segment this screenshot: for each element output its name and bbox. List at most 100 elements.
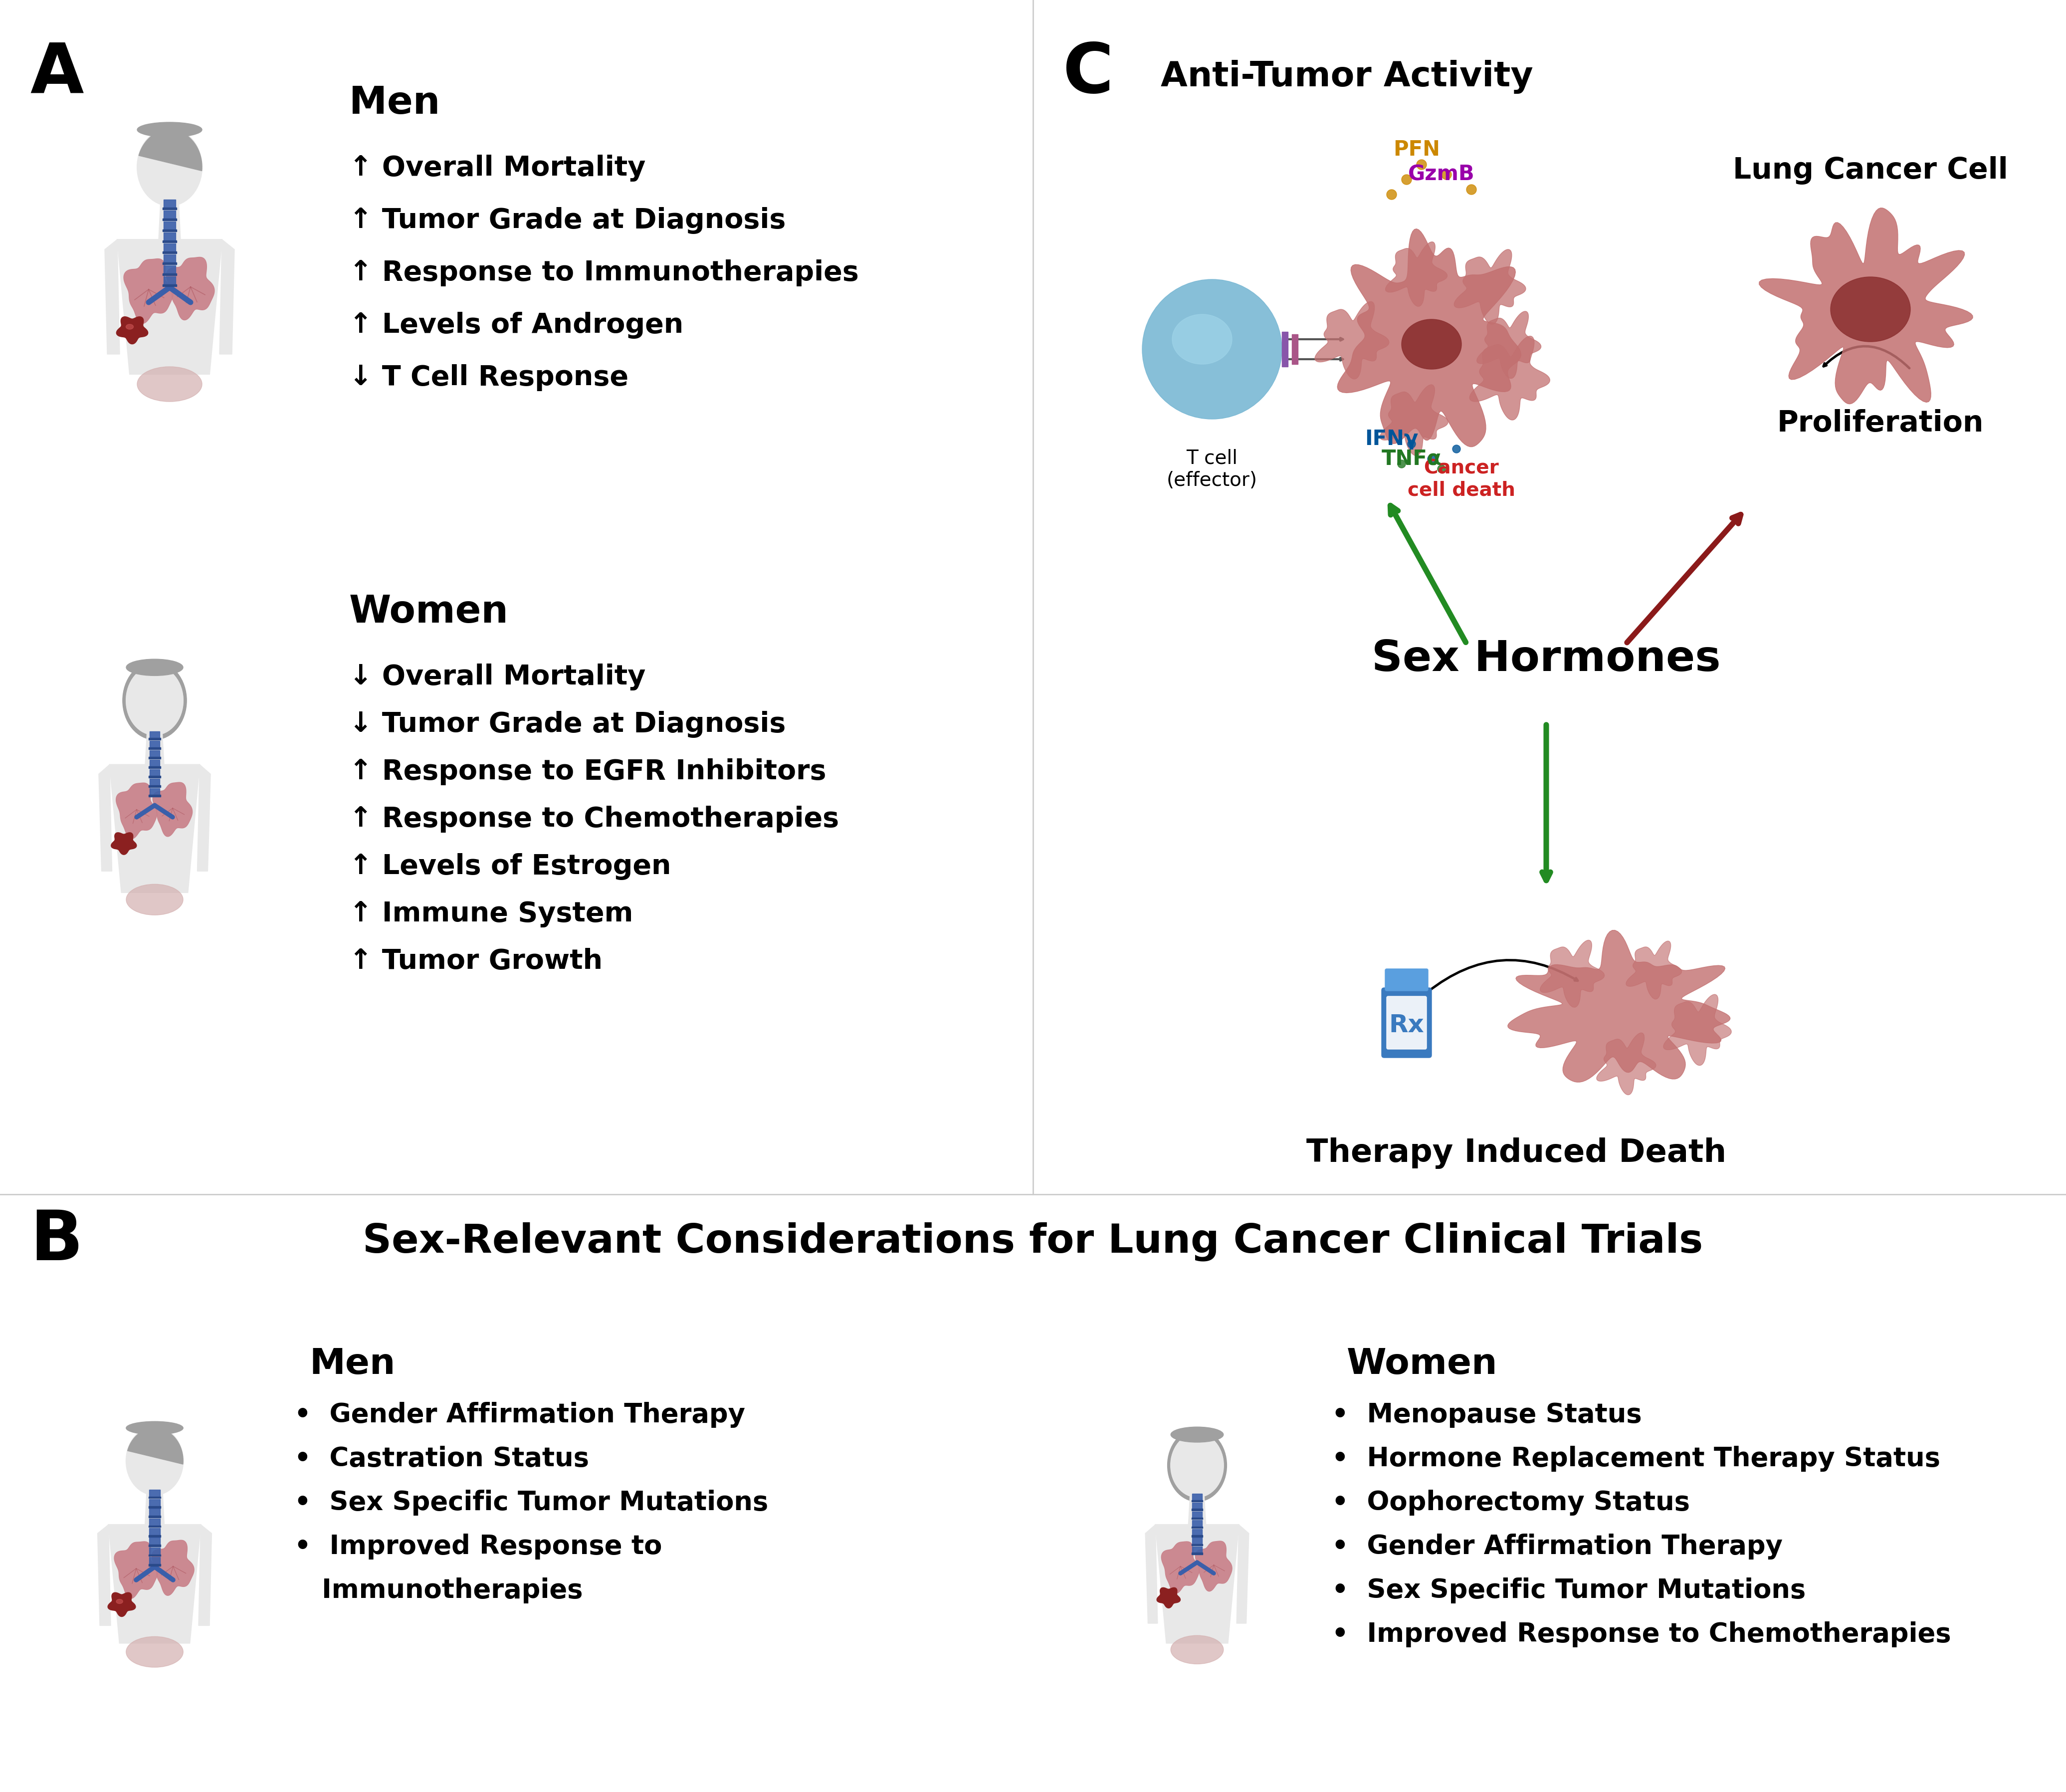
Bar: [149, 1538, 159, 1546]
Text: A: A: [29, 39, 83, 108]
Bar: [149, 1548, 159, 1555]
Text: Proliferation: Proliferation: [1777, 409, 1983, 437]
Ellipse shape: [1142, 280, 1281, 419]
Bar: [149, 767, 161, 769]
Polygon shape: [1386, 242, 1448, 306]
Ellipse shape: [1171, 1434, 1223, 1496]
Ellipse shape: [1171, 1426, 1223, 1443]
Text: PFN: PFN: [1392, 140, 1440, 159]
Polygon shape: [145, 731, 163, 765]
Text: IFNγ: IFNγ: [1366, 428, 1419, 450]
Polygon shape: [128, 1428, 184, 1464]
Bar: [149, 1518, 159, 1527]
Polygon shape: [107, 1593, 136, 1616]
Polygon shape: [124, 258, 174, 324]
Text: Sex Hormones: Sex Hormones: [1372, 638, 1721, 679]
Ellipse shape: [126, 1636, 184, 1667]
Text: ↑ Levels of Estrogen: ↑ Levels of Estrogen: [349, 853, 671, 880]
Bar: [163, 262, 176, 265]
Text: •  Improved Response to Chemotherapies: • Improved Response to Chemotherapies: [1333, 1622, 1950, 1647]
Bar: [1291, 335, 1297, 364]
Text: •  Sex Specific Tumor Mutations: • Sex Specific Tumor Mutations: [1333, 1577, 1806, 1604]
Bar: [149, 751, 159, 758]
Polygon shape: [109, 1525, 200, 1643]
Bar: [149, 1500, 159, 1507]
Ellipse shape: [126, 667, 184, 735]
Polygon shape: [1469, 337, 1550, 419]
Text: T cell
(effector): T cell (effector): [1167, 450, 1258, 489]
Bar: [149, 780, 159, 787]
Bar: [1281, 332, 1287, 367]
Polygon shape: [1508, 930, 1729, 1082]
Bar: [1192, 1511, 1202, 1518]
Bar: [149, 785, 161, 787]
Circle shape: [1386, 190, 1397, 199]
Bar: [163, 233, 176, 242]
Bar: [1192, 1495, 1202, 1502]
Polygon shape: [116, 317, 149, 344]
Polygon shape: [114, 1541, 157, 1598]
Bar: [149, 776, 161, 778]
Ellipse shape: [136, 122, 202, 138]
Bar: [1192, 1503, 1202, 1509]
Ellipse shape: [126, 667, 184, 735]
Text: •  Gender Affirmation Therapy: • Gender Affirmation Therapy: [1333, 1534, 1783, 1559]
Text: Anti-Tumor Activity: Anti-Tumor Activity: [1161, 59, 1533, 93]
Ellipse shape: [116, 1598, 122, 1604]
Polygon shape: [196, 765, 211, 871]
Text: •  Castration Status: • Castration Status: [293, 1446, 589, 1471]
Bar: [149, 760, 159, 767]
Ellipse shape: [126, 1426, 184, 1495]
Text: Sex-Relevant Considerations for Lung Cancer Clinical Trials: Sex-Relevant Considerations for Lung Can…: [364, 1222, 1702, 1262]
Bar: [1192, 1538, 1202, 1545]
Ellipse shape: [126, 883, 184, 916]
Ellipse shape: [1171, 1434, 1223, 1496]
Polygon shape: [112, 833, 136, 855]
Polygon shape: [1314, 301, 1388, 380]
Bar: [149, 788, 159, 796]
Text: •  Menopause Status: • Menopause Status: [1333, 1401, 1642, 1428]
Bar: [163, 199, 176, 208]
FancyBboxPatch shape: [1386, 996, 1426, 1048]
Text: Women: Women: [1347, 1348, 1498, 1382]
Text: Men: Men: [349, 84, 440, 122]
FancyBboxPatch shape: [1384, 969, 1428, 991]
Bar: [163, 285, 176, 287]
Text: Rx: Rx: [1388, 1012, 1423, 1038]
Text: Women: Women: [349, 593, 508, 631]
Text: ↓ T Cell Response: ↓ T Cell Response: [349, 364, 628, 391]
Bar: [163, 222, 176, 231]
Polygon shape: [1626, 941, 1682, 1000]
Circle shape: [1428, 455, 1436, 462]
Ellipse shape: [1401, 319, 1461, 369]
Text: ↑ Overall Mortality: ↑ Overall Mortality: [349, 154, 645, 181]
Text: ↑ Levels of Androgen: ↑ Levels of Androgen: [349, 312, 684, 339]
Bar: [149, 796, 161, 797]
Polygon shape: [109, 765, 200, 892]
Text: Lung Cancer Cell: Lung Cancer Cell: [1733, 156, 2008, 185]
Polygon shape: [97, 1525, 112, 1625]
Text: •  Hormone Replacement Therapy Status: • Hormone Replacement Therapy Status: [1333, 1446, 1940, 1471]
Ellipse shape: [126, 324, 134, 330]
Bar: [149, 747, 161, 749]
Text: Men: Men: [310, 1348, 395, 1382]
Bar: [149, 756, 161, 758]
Bar: [1192, 1520, 1202, 1527]
Text: TNFα: TNFα: [1382, 448, 1442, 470]
Text: ↑ Tumor Grade at Diagnosis: ↑ Tumor Grade at Diagnosis: [349, 208, 785, 235]
Text: ↑ Response to Chemotherapies: ↑ Response to Chemotherapies: [349, 806, 839, 833]
Text: ↑ Tumor Growth: ↑ Tumor Growth: [349, 948, 603, 975]
Bar: [163, 210, 176, 219]
Text: •  Sex Specific Tumor Mutations: • Sex Specific Tumor Mutations: [293, 1489, 769, 1516]
Polygon shape: [1161, 1541, 1200, 1593]
Polygon shape: [1145, 1525, 1157, 1624]
Bar: [163, 219, 176, 220]
Ellipse shape: [126, 1421, 184, 1435]
Circle shape: [1397, 461, 1405, 468]
Polygon shape: [138, 129, 202, 170]
Polygon shape: [1157, 1588, 1180, 1607]
Polygon shape: [1758, 208, 1973, 403]
Text: ↑ Response to EGFR Inhibitors: ↑ Response to EGFR Inhibitors: [349, 758, 826, 785]
Text: •  Gender Affirmation Therapy: • Gender Affirmation Therapy: [293, 1401, 746, 1428]
FancyBboxPatch shape: [1382, 987, 1432, 1057]
